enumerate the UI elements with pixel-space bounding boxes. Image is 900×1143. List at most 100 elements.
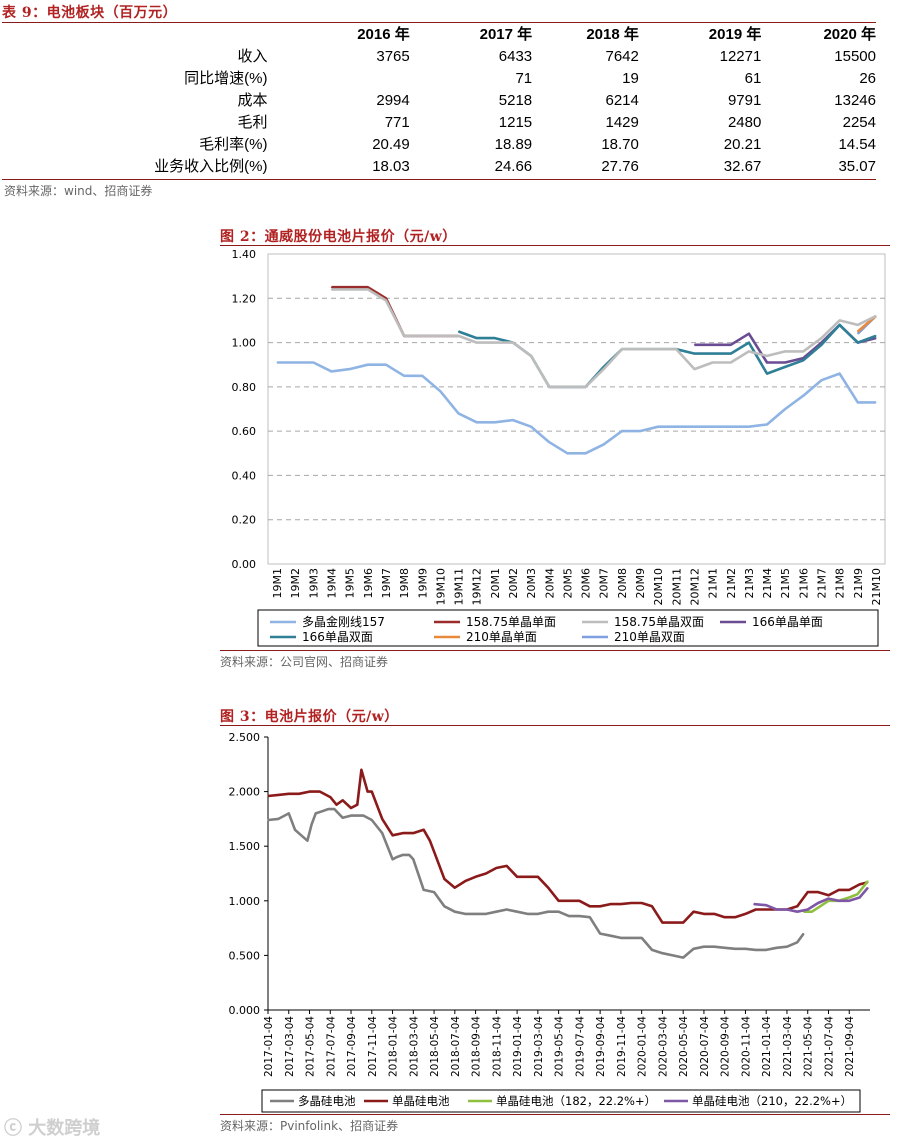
data-point: [454, 911, 456, 913]
series-line: [331, 288, 877, 389]
legend-box: [261, 1089, 861, 1113]
data-point: [796, 905, 798, 907]
table-cell: 13246: [834, 92, 876, 109]
table-row: 成本 2994 5218 6214 9791 13246: [4, 90, 876, 112]
data-point: [765, 949, 767, 951]
legend-label: 单晶硅电池（182，22.2%+）: [496, 1094, 656, 1108]
x-tick-label: 2018-01-04: [388, 1016, 400, 1077]
table-cell: 12271: [719, 48, 762, 65]
data-point: [333, 808, 335, 810]
data-point: [319, 791, 321, 793]
table-cell: [280, 68, 410, 90]
x-tick-label: 21M1: [707, 568, 720, 599]
x-tick-label: 21M6: [797, 568, 810, 599]
x-tick-label: 19M7: [380, 568, 393, 599]
x-tick-label: 21M4: [761, 568, 774, 599]
data-point: [485, 872, 487, 875]
data-point: [744, 948, 747, 950]
data-point: [578, 915, 581, 917]
data-point: [356, 804, 358, 806]
legend-label: 166单晶单面: [752, 615, 823, 629]
table-row: 业务收入比例(%) 18.03 24.66 27.76 32.67 35.07: [4, 156, 876, 178]
data-point: [342, 817, 344, 819]
data-point: [475, 913, 477, 915]
table-header-cell: 2019 年: [708, 26, 762, 43]
data-point: [620, 903, 622, 905]
data-point: [464, 880, 466, 882]
table-top-rule: [2, 22, 876, 23]
data-point: [547, 911, 549, 913]
data-point: [693, 911, 695, 913]
table-cell: 20.49: [372, 136, 410, 153]
data-point: [568, 915, 570, 917]
data-point: [433, 851, 435, 853]
data-point: [589, 916, 591, 918]
x-tick-label: 20M10: [652, 568, 665, 606]
data-point: [396, 856, 398, 858]
y-tick-label: 1.40: [232, 248, 257, 261]
x-tick-label: 21M3: [743, 568, 756, 599]
data-point: [443, 878, 445, 880]
data-point: [412, 858, 414, 860]
data-point: [609, 903, 612, 905]
data-point: [537, 913, 539, 915]
data-point: [485, 913, 487, 915]
data-point: [651, 949, 653, 951]
table-header-cell: 2020 年: [823, 26, 876, 43]
data-point: [599, 905, 601, 907]
data-point: [342, 799, 344, 801]
x-tick-label: 20M2: [507, 568, 520, 599]
x-tick-label: 2018-11-04: [491, 1016, 503, 1077]
data-point: [765, 908, 767, 911]
data-point: [630, 902, 632, 904]
data-point: [661, 922, 664, 924]
table-header-cell: 2017 年: [479, 26, 533, 43]
table-cell: 20.21: [723, 136, 762, 153]
data-point: [867, 887, 869, 889]
table-cell: 71: [515, 70, 533, 87]
data-point: [475, 876, 477, 878]
figure3-top-rule: [220, 725, 890, 726]
y-tick-label: 0.500: [229, 949, 261, 962]
data-point: [362, 815, 365, 817]
data-point: [568, 900, 570, 902]
data-point: [724, 947, 726, 949]
x-tick-label: 2021-01-04: [761, 1016, 773, 1077]
series-line: [458, 323, 877, 389]
table-cell: 27.76: [601, 158, 639, 175]
x-tick-label: 19M3: [307, 568, 320, 599]
row-label: 毛利: [237, 114, 268, 131]
x-tick-label: 21M7: [815, 568, 828, 599]
data-point: [651, 905, 653, 907]
table-cell: 26: [859, 70, 876, 87]
y-tick-label: 2.500: [229, 731, 261, 744]
data-point: [423, 829, 425, 831]
figure3-bottom-rule: [220, 1114, 890, 1115]
table-cell: 2480: [727, 114, 762, 131]
table-header-row: 2016 年 2017 年 2018 年 2019 年 2020 年: [4, 24, 876, 46]
x-tick-label: 19M12: [471, 568, 484, 606]
x-tick-label: 2017-05-04: [305, 1016, 317, 1077]
data-point: [506, 908, 508, 911]
figure2-bottom-rule: [220, 650, 890, 651]
data-point: [713, 946, 715, 948]
y-tick-label: 0.20: [232, 514, 257, 527]
plot-frame: [267, 253, 886, 565]
table-cell: 1215: [498, 114, 533, 131]
table-cell: 771: [384, 114, 410, 131]
data-point: [371, 791, 373, 793]
data-point: [817, 902, 819, 904]
data-point: [817, 891, 819, 893]
table-cell: 5218: [498, 92, 533, 109]
x-tick-label: 2021-03-04: [782, 1016, 794, 1077]
table-row: 同比增速(%) 71 19 61 26: [4, 68, 876, 90]
data-point: [703, 913, 705, 915]
data-point: [277, 818, 279, 820]
figure3-title: 图 3：电池片报价（元/w）: [220, 709, 399, 725]
x-tick-label: 2021-07-04: [823, 1016, 835, 1077]
data-point: [277, 794, 279, 796]
row-label: 收入: [237, 48, 268, 65]
x-tick-label: 19M5: [344, 568, 357, 599]
x-tick-label: 2017-03-04: [284, 1016, 296, 1077]
series-line: [277, 361, 876, 455]
